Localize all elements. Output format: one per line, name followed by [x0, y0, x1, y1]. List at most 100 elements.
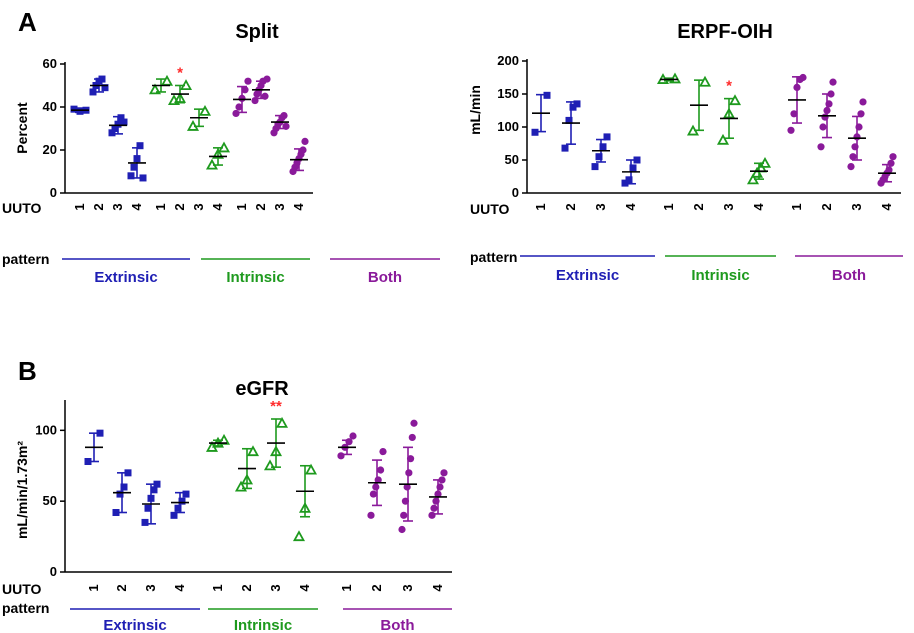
significance-marker: * [177, 65, 183, 82]
data-point [144, 504, 152, 512]
data-point [440, 469, 448, 477]
y-tick-label: 0 [512, 185, 519, 200]
x-tick-label: 1 [789, 203, 804, 210]
data-point [787, 126, 795, 134]
data-point [569, 103, 577, 111]
data-point [698, 75, 712, 87]
x-tick-label: 1 [86, 584, 101, 591]
pattern-label: pattern [470, 249, 517, 265]
x-tick-label: 1 [210, 584, 225, 591]
x-tick-label: 2 [691, 203, 706, 210]
data-point [301, 137, 309, 145]
data-point [625, 176, 633, 184]
data-point [241, 86, 249, 94]
x-tick-label: 3 [849, 203, 864, 210]
data-point [136, 142, 144, 150]
significance-marker: * [726, 78, 732, 95]
x-tick-label: 1 [234, 203, 249, 210]
x-tick-label: 4 [751, 203, 766, 211]
data-point [148, 83, 162, 95]
y-tick-label: 100 [35, 422, 57, 437]
group-label: Extrinsic [103, 617, 166, 633]
panel-letter-a: A [18, 7, 37, 37]
group-label: Both [832, 267, 866, 284]
x-tick-label: 4 [172, 584, 187, 592]
data-point [178, 497, 186, 505]
chart-title: eGFR [235, 378, 289, 400]
y-tick-label: 0 [50, 185, 57, 200]
x-tick-label: 4 [210, 203, 225, 211]
data-point [235, 103, 243, 111]
data-point [573, 100, 581, 108]
group-label: Intrinsic [691, 267, 749, 284]
data-point [847, 163, 855, 171]
x-tick-label: 1 [72, 203, 87, 210]
data-point [120, 483, 128, 491]
data-point [246, 445, 260, 457]
data-point [790, 110, 798, 118]
pattern-label: pattern [2, 251, 49, 267]
data-point [377, 466, 385, 474]
x-tick-label: 3 [191, 203, 206, 210]
data-point [139, 174, 147, 182]
data-point [89, 88, 97, 96]
x-tick-label: 4 [129, 203, 144, 211]
y-tick-label: 20 [43, 142, 57, 157]
data-point [170, 511, 178, 519]
data-point [599, 143, 607, 151]
x-tick-label: 2 [253, 203, 268, 210]
y-tick-label: 100 [497, 119, 519, 134]
data-point [275, 416, 289, 428]
data-point [232, 109, 240, 118]
data-point [603, 133, 611, 141]
x-tick-label: 2 [563, 203, 578, 210]
y-axis-label: Percent [14, 102, 30, 154]
uuto-label: UUTO [2, 581, 42, 597]
data-point [403, 483, 411, 491]
y-axis-label: mL/min/1.73m² [14, 441, 30, 539]
data-point [561, 144, 569, 152]
x-tick-label: 3 [268, 584, 283, 591]
x-tick-label: 2 [369, 584, 384, 591]
y-tick-label: 40 [43, 99, 57, 114]
data-point [829, 78, 837, 86]
data-point [111, 125, 119, 132]
data-point [889, 153, 897, 161]
data-point [244, 77, 252, 85]
data-point [629, 164, 637, 172]
data-point [408, 433, 416, 442]
data-point [633, 156, 641, 164]
data-point [234, 480, 248, 492]
data-point [849, 153, 857, 161]
data-point [405, 469, 413, 477]
y-tick-label: 0 [50, 564, 57, 579]
data-point [174, 504, 182, 512]
y-tick-label: 50 [43, 493, 57, 508]
y-tick-label: 150 [497, 86, 519, 101]
data-point [108, 129, 116, 137]
data-point [141, 518, 149, 526]
data-point [716, 133, 730, 145]
data-point [543, 91, 551, 99]
y-tick-label: 60 [43, 56, 57, 71]
data-point [372, 483, 380, 491]
data-point [591, 163, 599, 171]
x-tick-label: 1 [661, 203, 676, 210]
x-tick-label: 3 [272, 203, 287, 210]
x-tick-label: 3 [143, 584, 158, 591]
data-point [531, 128, 539, 136]
data-point [112, 509, 120, 516]
data-point [198, 104, 212, 116]
data-point [101, 84, 109, 92]
data-point [621, 179, 629, 187]
data-point [595, 153, 603, 161]
x-tick-label: 3 [593, 203, 608, 210]
x-tick-label: 2 [819, 203, 834, 210]
x-tick-label: 4 [879, 203, 894, 211]
data-point [817, 143, 825, 151]
panel-letter-b: B [18, 356, 37, 386]
data-point [398, 525, 406, 534]
group-label: Extrinsic [556, 267, 619, 284]
significance-marker: ** [270, 398, 282, 415]
